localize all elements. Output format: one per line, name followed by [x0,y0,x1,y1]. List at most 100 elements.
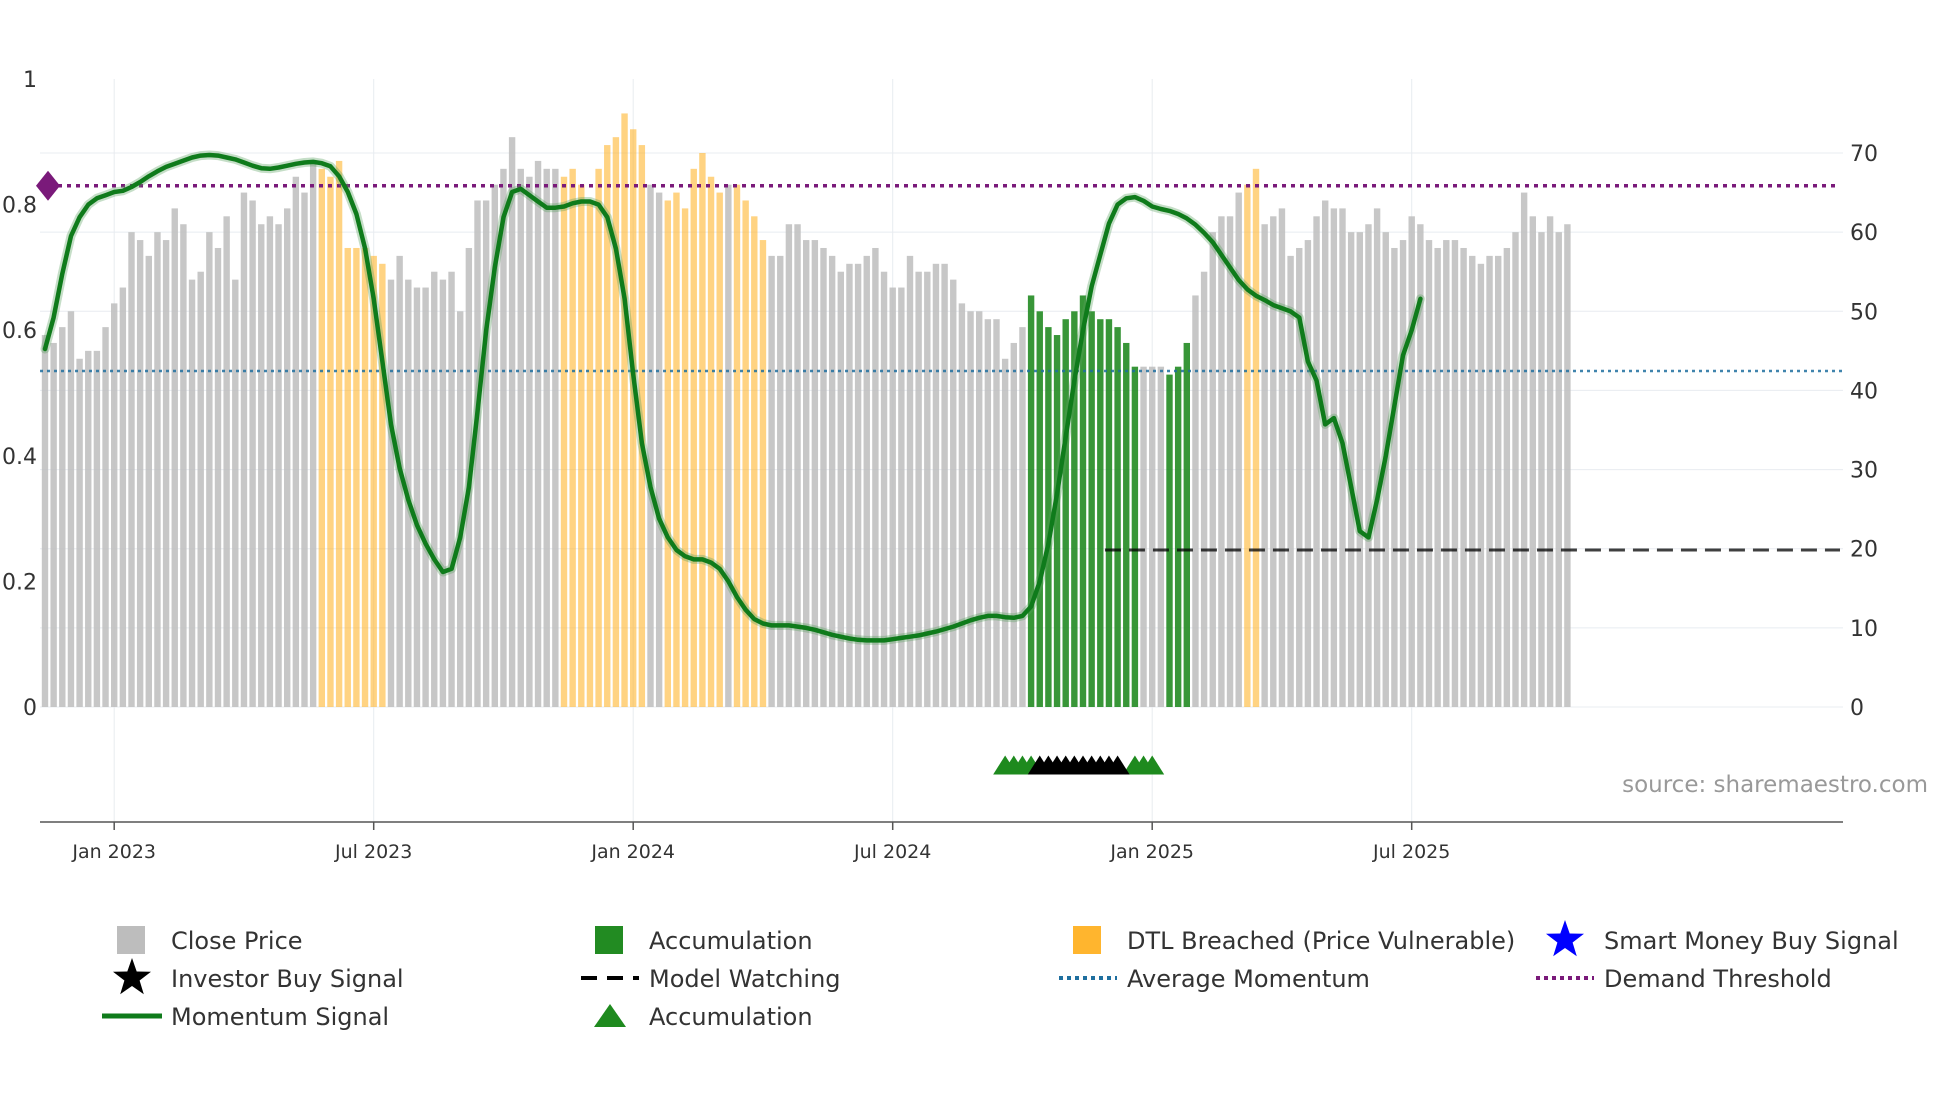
close-price-bar [162,240,170,708]
reference-lines [36,170,1843,552]
close-price-bar [1546,216,1554,708]
close-price-bar [1477,263,1485,707]
close-price-bar [387,279,395,707]
close-price-bar [984,319,992,707]
close-price-bar [171,208,178,707]
x-axis-tick: Jan 2024 [590,841,675,863]
close-price-bar [854,263,862,707]
dtl-breached-bar [370,255,377,707]
close-price-bar [1261,224,1268,707]
legend-star-icon [1546,920,1584,957]
close-price-bar [197,271,204,707]
legend-item: Accumulation [594,1003,813,1031]
close-price-bar [1149,366,1156,707]
close-price-bar [889,287,896,707]
legend-swatch [1073,926,1101,954]
close-price-bar [837,271,844,707]
close-price-bar [1469,255,1476,707]
dtl-breached-bar [621,113,628,707]
close-price-bar [872,247,879,707]
accumulation-bar [1053,335,1061,707]
close-price-bar [1019,327,1026,707]
legend-swatch [595,926,623,954]
close-price-bar [206,232,213,707]
close-price-bar [266,216,274,708]
close-price-bar [431,271,438,707]
legend-item: DTL Breached (Price Vulnerable) [1073,926,1515,955]
momentum-signal-line [42,152,1423,643]
close-price-bar [1347,232,1355,707]
close-price-bar [1460,247,1467,707]
close-price-bar [1503,247,1511,707]
close-price-bar [1564,224,1571,707]
dtl-breached-bar [595,168,602,708]
close-price-bar [474,200,481,707]
close-price-bar [828,255,836,707]
close-price-bar [1417,224,1424,707]
close-price-bar [508,137,516,707]
close-price-bar [448,271,455,707]
close-price-bar [136,240,144,708]
close-price-bar [1226,216,1234,708]
close-price-bar [785,224,793,707]
dtl-breached-bar [586,200,594,707]
dtl-breached-bar [344,247,351,707]
right-axis-tick: 60 [1850,221,1878,246]
close-price-bar [846,263,853,707]
accumulation-bar [1183,342,1190,707]
dtl-breached-bar [335,160,343,707]
close-price-bar [214,247,222,707]
close-price-bar [1443,240,1450,708]
right-axis-tick: 30 [1850,459,1878,484]
close-price-bar [1425,240,1433,708]
accumulation-bar [1097,319,1104,707]
accumulation-bar [1079,295,1087,707]
accumulation-bar [1027,295,1035,707]
left-axis-tick: 0.4 [2,445,37,470]
close-price-bar [1140,366,1147,707]
left-axis-tick: 0.2 [2,570,37,595]
close-price-bar [128,232,135,707]
close-price-bar [1495,255,1502,707]
close-price-bar [1322,200,1329,707]
x-axis-tick: Jan 2023 [71,841,156,863]
close-price-bar [794,224,801,707]
close-price-bar [491,184,498,707]
close-price-bar [1408,216,1415,708]
close-price-bar [240,192,248,708]
close-price-bar [647,184,654,707]
legend-item: Investor Buy Signal [113,958,404,995]
signal-markers [993,755,1165,775]
left-axis: 0 0.2 0.4 0.6 0.8 1 [2,68,37,721]
legend: Close Price Accumulation DTL Breached (Pri… [102,920,1899,1031]
legend-star-icon [113,958,151,995]
close-price-bar [1218,216,1225,708]
x-axis: Jan 2023 Jul 2023 Jan 2024 Jul 2024 Jan 2025… [40,821,1843,863]
close-price-bar [1157,366,1165,707]
close-price-bar [1512,232,1519,707]
close-price-bar [811,240,819,708]
legend-item: Close Price [117,926,303,955]
close-price-bar [119,287,127,707]
close-price-bar [500,168,507,708]
close-price-bar [1235,192,1242,708]
investor-signal-triangle [1105,755,1130,775]
close-price-bar [1399,240,1407,708]
x-axis-tick: Jul 2024 [853,841,931,863]
accumulation-bar [1071,311,1078,707]
dtl-breached-bar [707,176,715,707]
accumulation-bar [1123,342,1130,707]
accumulation-bar [1062,319,1069,707]
close-price-bar [145,255,152,707]
dtl-breached-bar [361,247,369,707]
close-price-bar [1434,247,1441,707]
dtl-breached-bar [612,137,620,707]
close-price-bar [1330,208,1338,707]
legend-item: Average Momentum [1059,965,1370,993]
close-price-bar [1270,216,1277,708]
legend-label: Demand Threshold [1604,965,1832,993]
legend-label: Accumulation [649,1003,813,1031]
legend-label: DTL Breached (Price Vulnerable) [1127,927,1515,955]
close-price-bar [777,255,784,707]
